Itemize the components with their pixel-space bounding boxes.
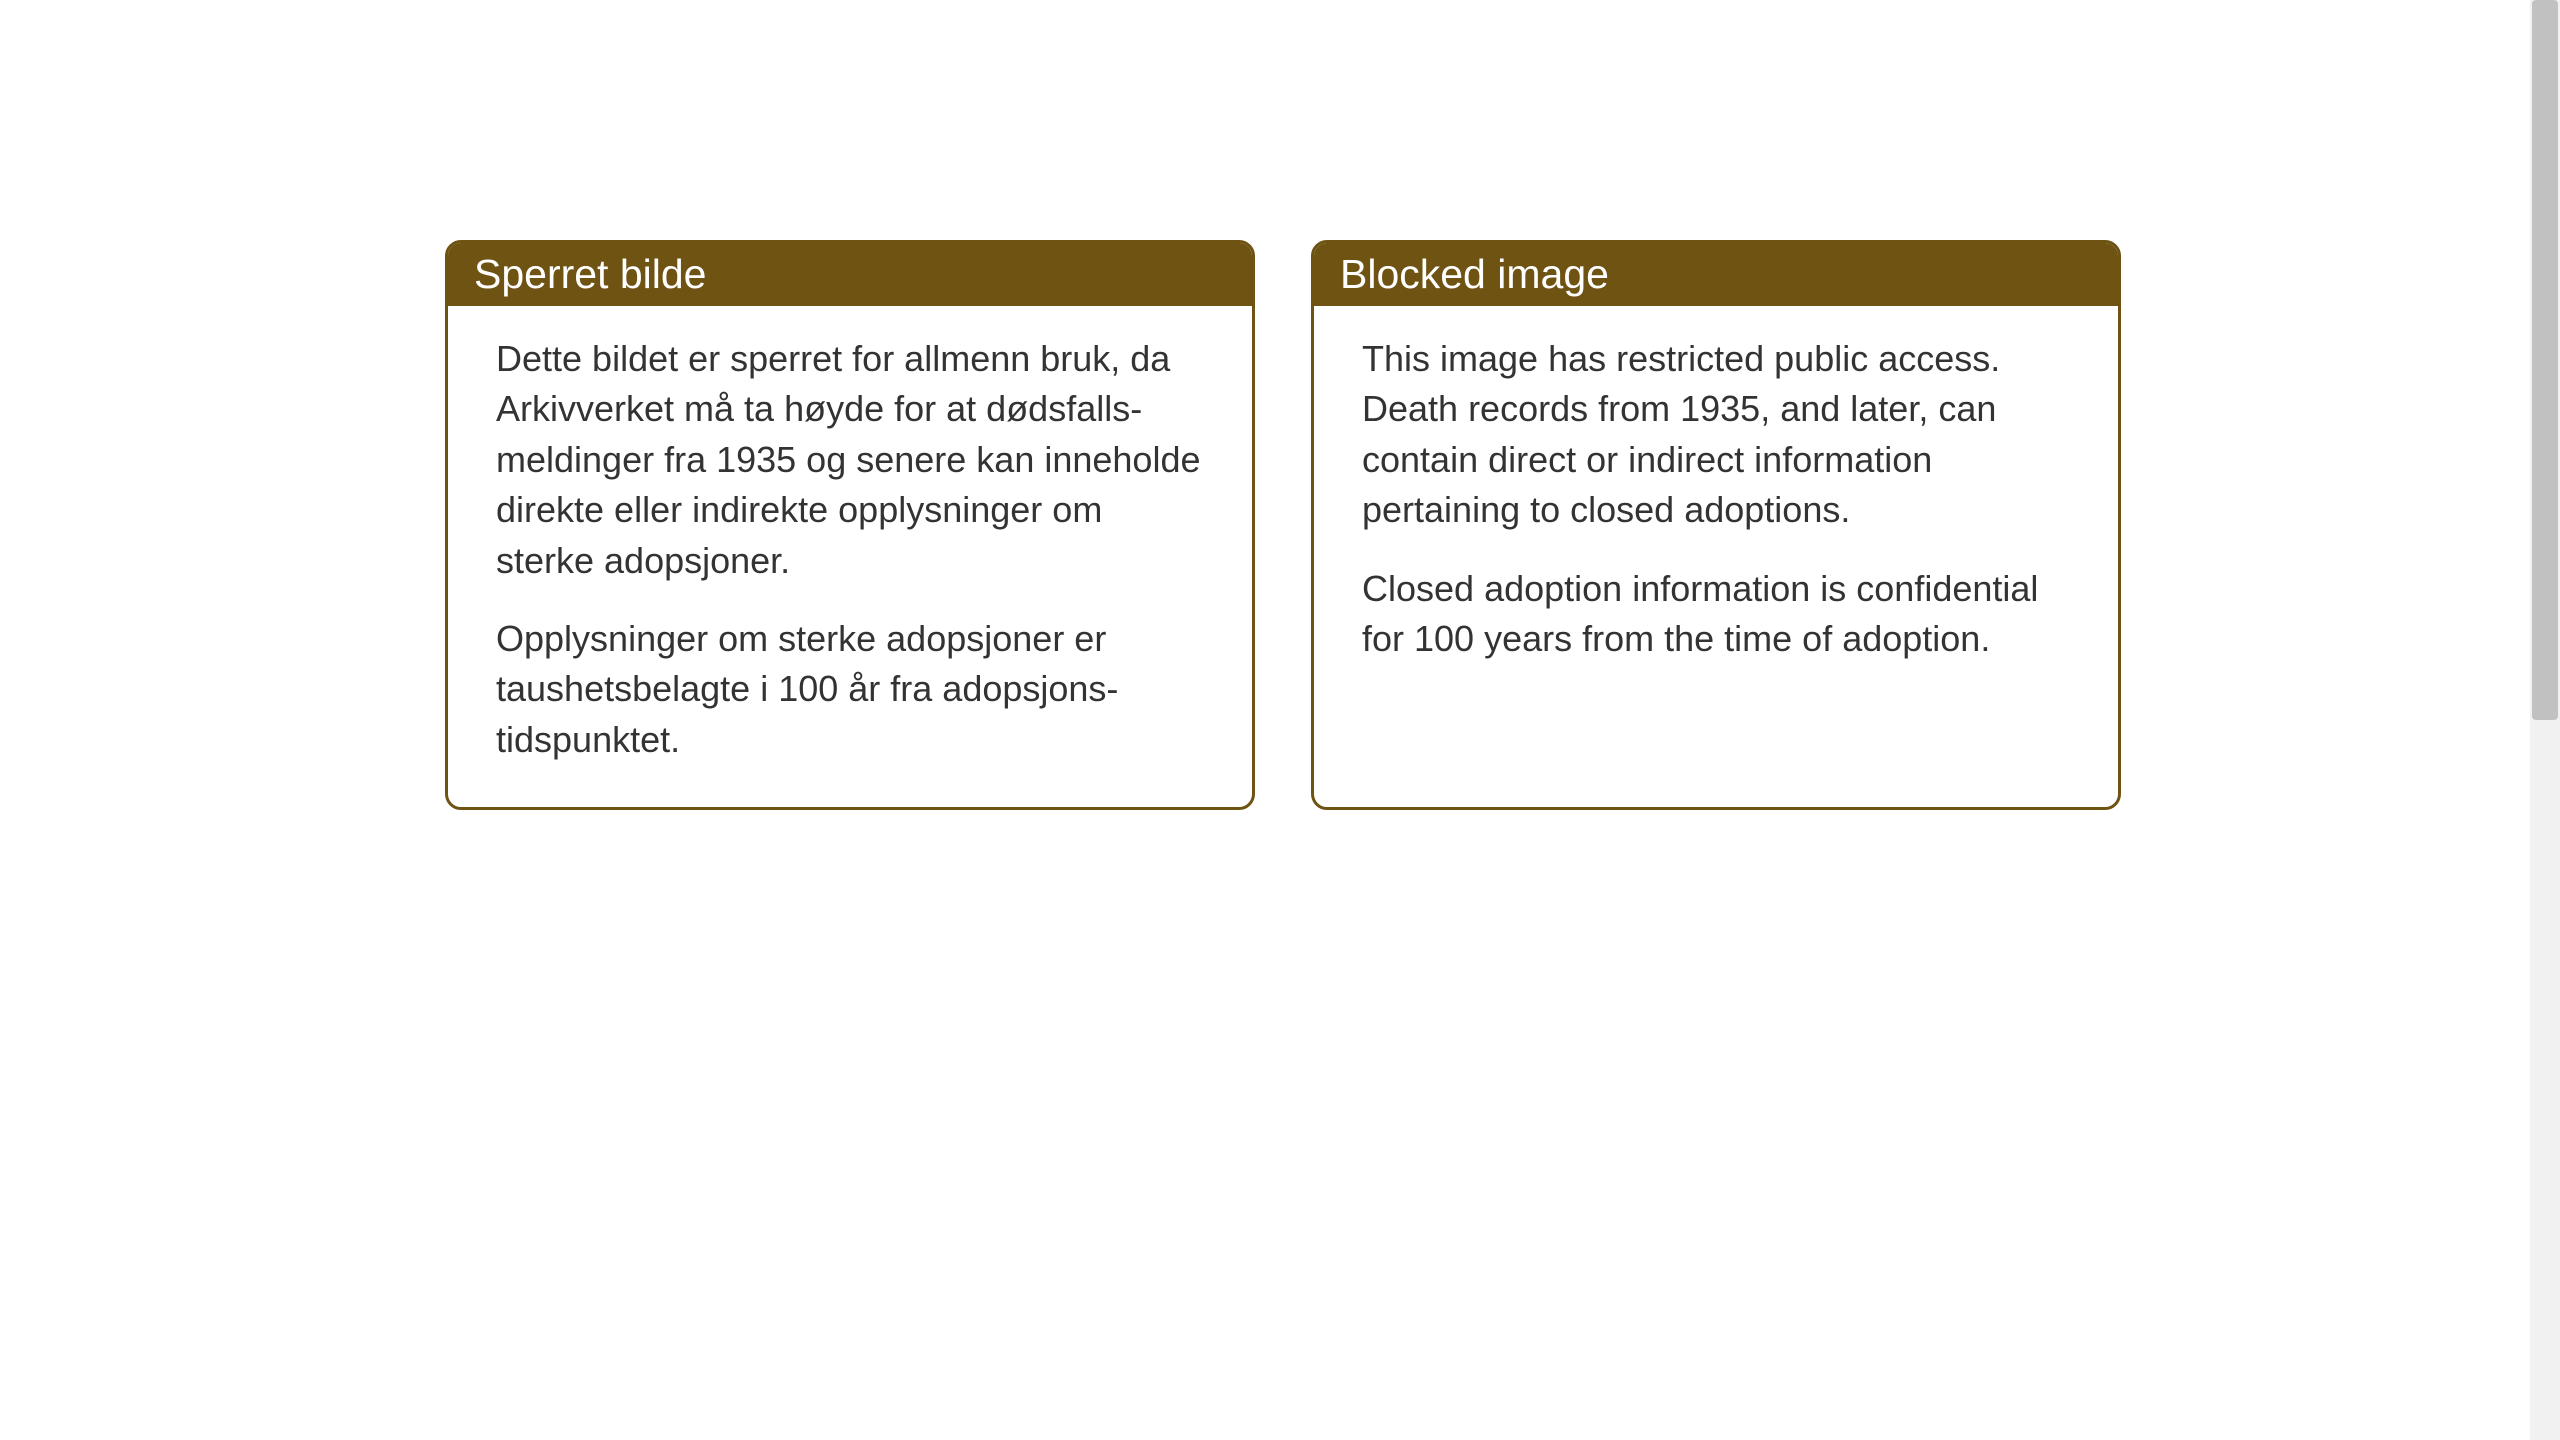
card-norwegian: Sperret bilde Dette bildet er sperret fo… <box>445 240 1255 810</box>
card-header-english: Blocked image <box>1314 243 2118 306</box>
scrollbar-track[interactable] <box>2530 0 2560 1440</box>
card-header-norwegian: Sperret bilde <box>448 243 1252 306</box>
scrollbar-thumb[interactable] <box>2532 0 2558 720</box>
cards-container: Sperret bilde Dette bildet er sperret fo… <box>445 240 2121 810</box>
card-english: Blocked image This image has restricted … <box>1311 240 2121 810</box>
card-title-english: Blocked image <box>1340 251 1609 297</box>
card-paragraph1-norwegian: Dette bildet er sperret for allmenn bruk… <box>496 334 1204 586</box>
card-paragraph1-english: This image has restricted public access.… <box>1362 334 2070 536</box>
card-paragraph2-english: Closed adoption information is confident… <box>1362 564 2070 665</box>
card-body-english: This image has restricted public access.… <box>1314 306 2118 706</box>
card-body-norwegian: Dette bildet er sperret for allmenn bruk… <box>448 306 1252 807</box>
card-paragraph2-norwegian: Opplysninger om sterke adopsjoner er tau… <box>496 614 1204 765</box>
card-title-norwegian: Sperret bilde <box>474 251 706 297</box>
